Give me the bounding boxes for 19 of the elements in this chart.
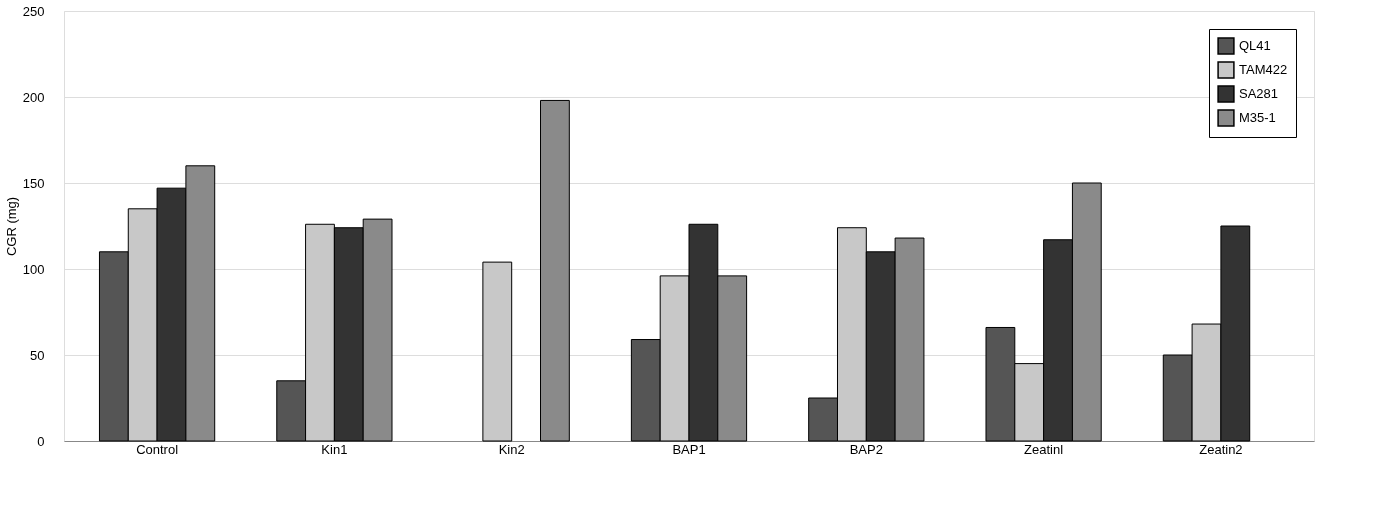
y-tick-label: 200	[22, 89, 45, 105]
x-tick-label: Zeatinl	[1024, 441, 1064, 457]
y-tick-label: 50	[30, 347, 45, 363]
legend-label: M35-1	[1239, 110, 1276, 125]
x-tick-label: Kin2	[498, 441, 525, 457]
x-tick-label: BAP1	[672, 441, 706, 457]
y-tick-label: 0	[37, 433, 45, 449]
legend-label: QL41	[1239, 38, 1271, 53]
y-tick-label: 100	[22, 261, 45, 277]
bar	[482, 261, 513, 442]
y-tick-label: 250	[22, 3, 45, 19]
x-tick-label: Control	[136, 441, 179, 457]
y-tick-label: 150	[22, 175, 45, 191]
y-axis-title: CGR (mg)	[3, 196, 19, 257]
x-tick-label: BAP2	[849, 441, 883, 457]
x-tick-label: Zeatin2	[1199, 441, 1243, 457]
x-tick-label: Kin1	[321, 441, 348, 457]
legend-label: TAM422	[1239, 62, 1288, 77]
legend-label: SA281	[1239, 86, 1279, 101]
